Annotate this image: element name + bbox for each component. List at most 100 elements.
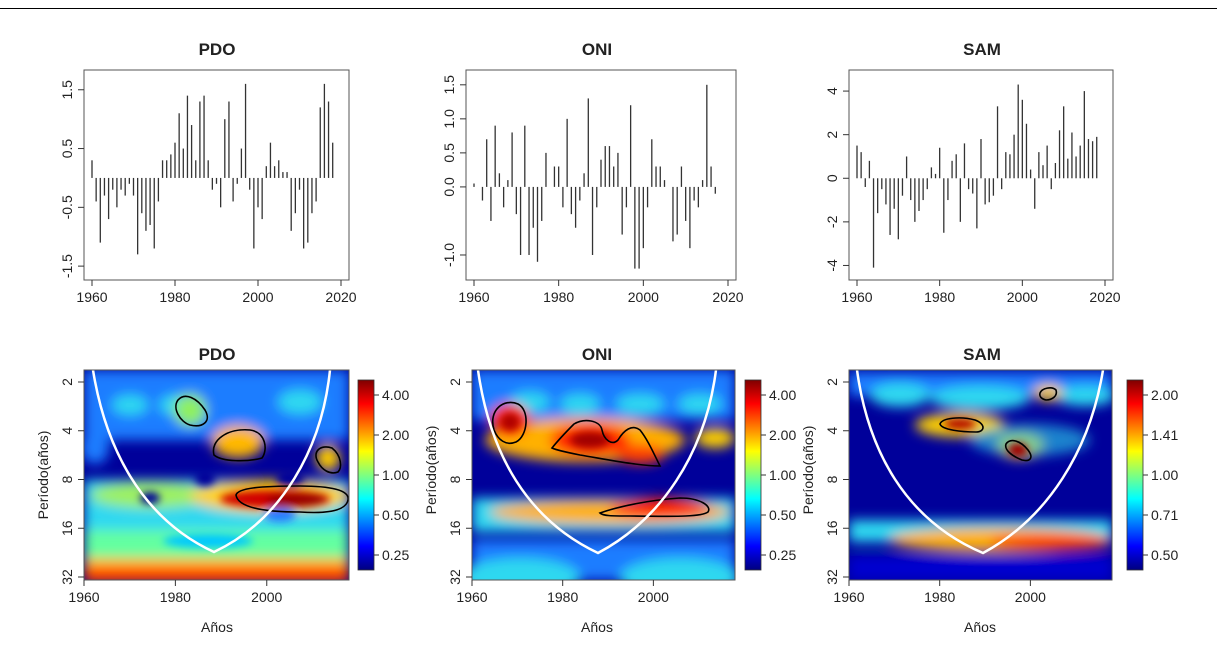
sam-wavelet-x-tick-label: 1960 (833, 589, 864, 605)
sam-bar-y-ticks: 4 2 0 -2 -4 (824, 87, 849, 272)
pdo-bar-x-ticks: 1960 1980 2000 2020 (76, 280, 357, 305)
oni-bars (473, 84, 716, 269)
oni-bar-frame (465, 69, 737, 281)
oni-colorbar-ticks: 4.00 2.00 1.00 0.50 0.25 (761, 387, 796, 563)
sam-y-tick-label: 4 (824, 87, 840, 95)
oni-wavelet-frame (471, 369, 736, 581)
pdo-wavelet-x-tick-label: 1960 (68, 589, 99, 605)
sam-wavelet-y-tick-label: 32 (824, 569, 840, 585)
sam-colorbar-tick-label: 0.50 (1151, 547, 1178, 563)
oni-y-tick-label: 0.0 (441, 177, 457, 197)
pdo-wavelet-heatmap (84, 370, 349, 580)
sam-wavelet-y-tick-label: 2 (824, 378, 840, 386)
oni-wavelet-x-tick-label: 1980 (547, 589, 578, 605)
oni-x-tick-label: 1960 (458, 289, 489, 305)
oni-wavelet-y-ticks: 2 4 8 16 32 (447, 378, 472, 585)
oni-colorbar-tick-label: 0.25 (769, 547, 796, 563)
pdo-wavelet-y-tick-label: 8 (59, 475, 75, 483)
sam-wavelet-heatmap (849, 370, 1112, 580)
pdo-colorbar-tick-label: 1.00 (382, 467, 409, 483)
sam-wavelet-x-ticks: 1960 1980 2000 (833, 580, 1046, 605)
pdo-wavelet-x-tick-label: 1980 (160, 589, 191, 605)
sam-colorbar-ticks: 2.00 1.41 1.00 0.71 0.50 (1143, 387, 1178, 563)
sam-bar-frame (848, 69, 1114, 281)
oni-y-tick-label: 1.0 (441, 109, 457, 129)
oni-y-tick-label: -1.0 (441, 243, 457, 267)
sam-wavelet-xlabel: Años (964, 619, 996, 635)
sam-wavelet-x-tick-label: 2000 (1015, 589, 1046, 605)
oni-x-tick-label: 2000 (628, 289, 659, 305)
pdo-wavelet-frame (83, 369, 350, 581)
oni-wavelet-x-tick-label: 1960 (456, 589, 487, 605)
pdo-bars (91, 83, 334, 255)
pdo-x-tick-label: 2000 (242, 289, 273, 305)
oni-colorbar-tick-label: 2.00 (769, 427, 796, 443)
sam-colorbar-tick-label: 1.00 (1151, 467, 1178, 483)
pdo-y-tick-label: -0.5 (59, 195, 75, 219)
oni-wavelet-title: ONI (582, 345, 612, 364)
oni-wavelet-panel: ONI (423, 345, 796, 635)
sam-x-tick-label: 1980 (924, 289, 955, 305)
oni-y-tick-label: 0.5 (441, 143, 457, 163)
sam-colorbar (1126, 379, 1144, 571)
oni-wavelet-xlabel: Años (581, 619, 613, 635)
pdo-bar-y-ticks: 1.5 0.5 -0.5 -1.5 (59, 80, 84, 278)
pdo-bar-panel: PDO 1960 1980 2000 2020 1.5 0.5 -0.5 -1.5 (59, 40, 357, 305)
sam-wavelet-y-ticks: 2 4 8 16 32 (824, 378, 849, 585)
oni-x-tick-label: 1980 (543, 289, 574, 305)
pdo-wavelet-title: PDO (199, 345, 236, 364)
oni-wavelet-y-tick-label: 4 (447, 427, 463, 435)
sam-wavelet-x-tick-label: 1980 (924, 589, 955, 605)
sam-wavelet-y-tick-label: 8 (824, 475, 840, 483)
sam-wavelet-title: SAM (963, 345, 1001, 364)
sam-y-tick-label: -2 (824, 215, 840, 228)
sam-x-tick-label: 1960 (841, 289, 872, 305)
sam-bar-title: SAM (963, 40, 1001, 59)
sam-bars (856, 84, 1098, 268)
oni-x-tick-label: 2020 (712, 289, 743, 305)
oni-wavelet-x-tick-label: 2000 (638, 589, 669, 605)
oni-wavelet-y-tick-label: 16 (447, 520, 463, 536)
oni-colorbar-tick-label: 4.00 (769, 387, 796, 403)
pdo-x-tick-label: 2020 (325, 289, 356, 305)
pdo-colorbar-tick-label: 4.00 (382, 387, 409, 403)
sam-colorbar-tick-label: 2.00 (1151, 387, 1178, 403)
pdo-wavelet-xlabel: Años (201, 619, 233, 635)
sam-bar-panel: SAM 1960 1980 2000 2020 4 2 0 -2 -4 (824, 40, 1121, 305)
sam-bar-x-ticks: 1960 1980 2000 2020 (841, 280, 1121, 305)
pdo-wavelet-y-tick-label: 16 (59, 520, 75, 536)
sam-wavelet-panel: SAM (800, 345, 1178, 635)
sam-x-tick-label: 2020 (1089, 289, 1120, 305)
pdo-wavelet-y-ticks: 2 4 8 16 32 (59, 378, 84, 585)
oni-bar-title: ONI (582, 40, 612, 59)
pdo-x-tick-label: 1980 (159, 289, 190, 305)
oni-wavelet-x-ticks: 1960 1980 2000 (456, 580, 669, 605)
oni-wavelet-y-tick-label: 32 (447, 569, 463, 585)
oni-bar-x-ticks: 1960 1980 2000 2020 (458, 280, 744, 305)
pdo-wavelet-y-tick-label: 4 (59, 427, 75, 435)
pdo-wavelet-y-tick-label: 32 (59, 569, 75, 585)
oni-colorbar-tick-label: 0.50 (769, 507, 796, 523)
pdo-y-tick-label: -1.5 (59, 254, 75, 278)
sam-wavelet-y-tick-label: 4 (824, 427, 840, 435)
pdo-y-tick-label: 1.5 (59, 80, 75, 100)
sam-wavelet-frame (848, 369, 1113, 581)
sam-colorbar-tick-label: 1.41 (1151, 427, 1178, 443)
sam-x-tick-label: 2000 (1007, 289, 1038, 305)
sam-wavelet-ylabel: Período(años) (800, 426, 816, 515)
oni-y-tick-label: 1.5 (441, 75, 457, 95)
sam-wavelet-y-tick-label: 16 (824, 520, 840, 536)
pdo-bar-title: PDO (199, 40, 236, 59)
pdo-wavelet-x-tick-label: 2000 (251, 589, 282, 605)
oni-bar-panel: ONI 1960 1980 2000 2020 1.5 1.0 0.5 0.0 -1.0 (441, 40, 744, 305)
oni-wavelet-y-tick-label: 2 (447, 378, 463, 386)
oni-wavelet-y-tick-label: 8 (447, 475, 463, 483)
top-rule (0, 8, 1217, 9)
pdo-colorbar (357, 379, 375, 571)
oni-wavelet-heatmap (472, 370, 735, 580)
pdo-wavelet-ylabel: Período(años) (35, 431, 51, 520)
oni-wavelet-ylabel: Período(años) (423, 426, 439, 515)
pdo-wavelet-x-ticks: 1960 1980 2000 (68, 580, 283, 605)
oni-bar-y-ticks: 1.5 1.0 0.5 0.0 -1.0 (441, 75, 466, 267)
